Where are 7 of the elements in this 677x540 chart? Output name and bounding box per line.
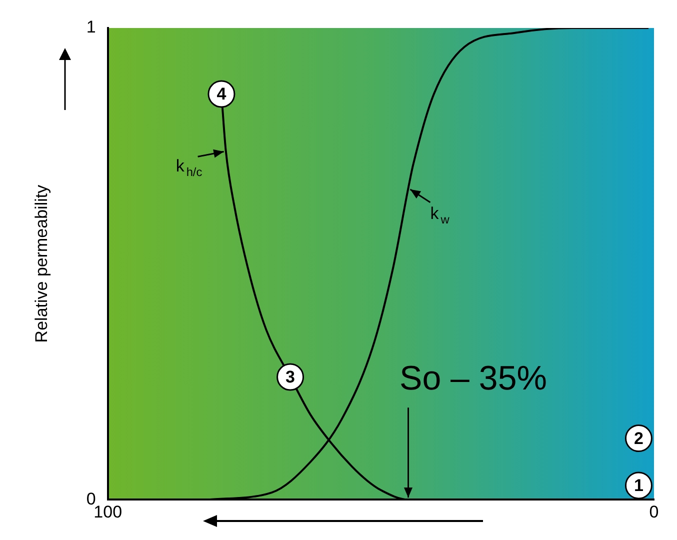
annotation: 1 bbox=[634, 476, 644, 496]
annotation: 2 bbox=[634, 428, 644, 448]
annotation: 4 bbox=[216, 84, 227, 104]
x-tick-label: 100 bbox=[94, 502, 122, 522]
y-axis-title: Relative permeability bbox=[32, 184, 51, 343]
annotation: So – 35% bbox=[400, 360, 547, 398]
annotation: 3 bbox=[286, 368, 295, 387]
